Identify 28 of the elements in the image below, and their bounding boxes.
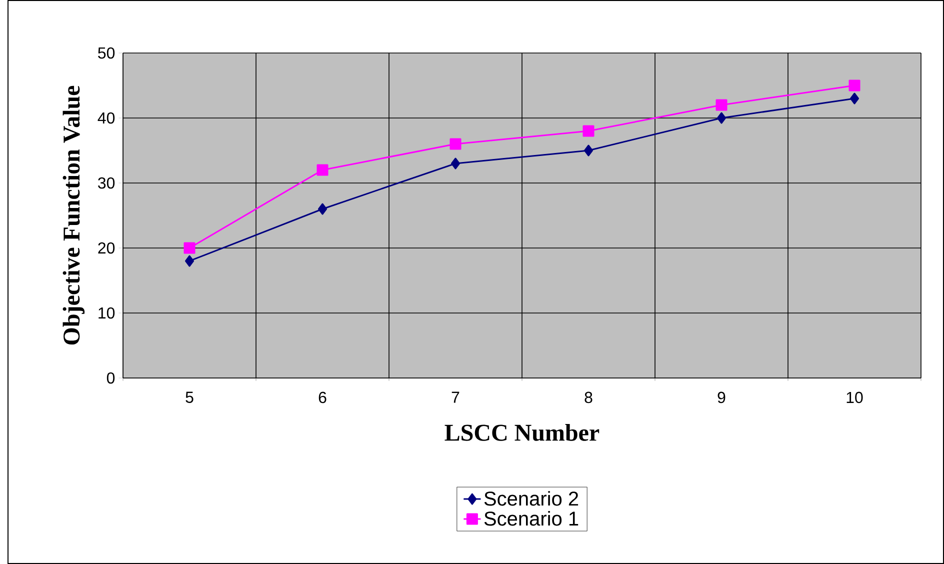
x-tick-label: 8 [584,392,592,404]
y-tick-label: 0 [106,372,115,384]
point [184,242,196,254]
legend-label: Scenario 2 [484,491,578,506]
point [584,144,593,156]
x-tick-label: 5 [186,392,194,403]
point [318,203,328,215]
y-tick-label: 40 [98,112,115,124]
point [450,138,462,150]
point [451,158,460,170]
x-tick-label: 9 [718,392,726,404]
x-tick-label: 7 [452,392,460,403]
point [316,164,328,176]
point [716,99,728,111]
y-tick-label: 10 [98,307,115,319]
y-tick-label: 50 [98,47,115,59]
y-tick-label: 20 [98,242,115,254]
legend-label: Scenario 1 [484,511,578,526]
point [582,125,594,137]
point [185,255,194,267]
y-tick-label: 30 [98,177,115,189]
point [848,80,860,92]
point [717,112,726,124]
point [850,92,859,104]
x-tick-label: 6 [318,392,326,404]
y-axis-title: Objective Function Value [62,86,85,345]
x-tick-label: 10 [846,392,863,404]
x-axis-title: LSCC Number [444,424,600,441]
